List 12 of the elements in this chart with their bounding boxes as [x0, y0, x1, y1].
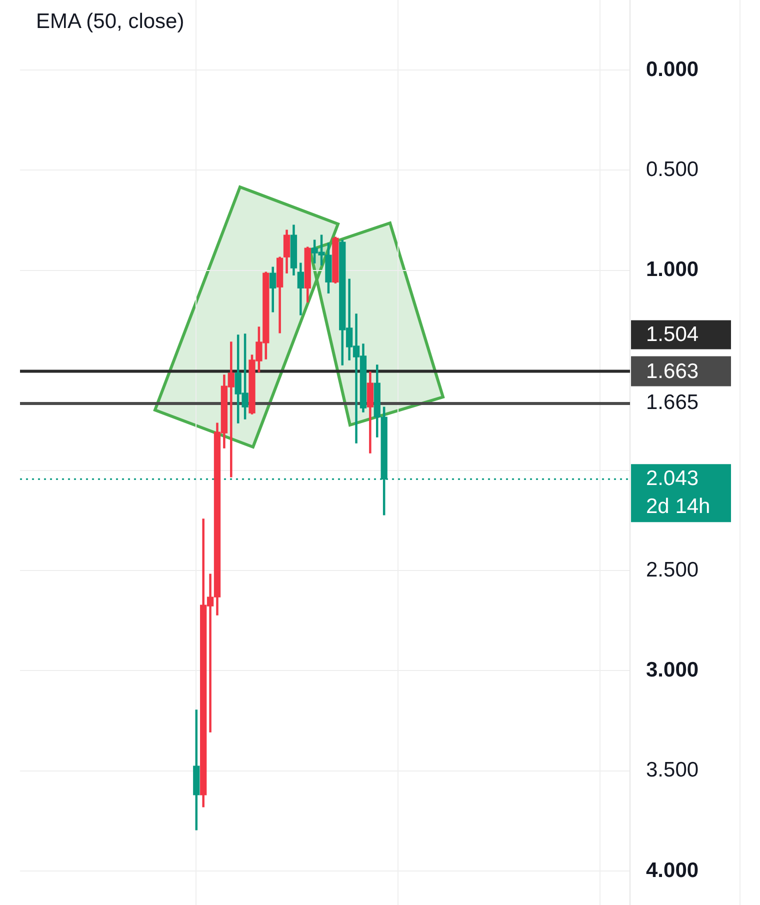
text: 1.663: [646, 360, 699, 384]
ref-line-label: 2.043 2d 14h: [646, 466, 710, 518]
y-tick-label: 4.000: [646, 858, 699, 882]
y-tick-label: 0.000: [646, 58, 699, 81]
y-tick-label: 0.500: [646, 158, 699, 181]
y-tick-label: 1.000: [646, 258, 699, 282]
annotation: EMA (50, close): [36, 10, 184, 34]
ref-line-label: 1.665: [646, 391, 699, 414]
y-tick-label: 3.500: [646, 758, 699, 782]
y-tick-label: 3.000: [646, 658, 699, 682]
ref-line-label: 1.504: [646, 323, 699, 346]
y-tick-label: 2.500: [646, 558, 699, 582]
